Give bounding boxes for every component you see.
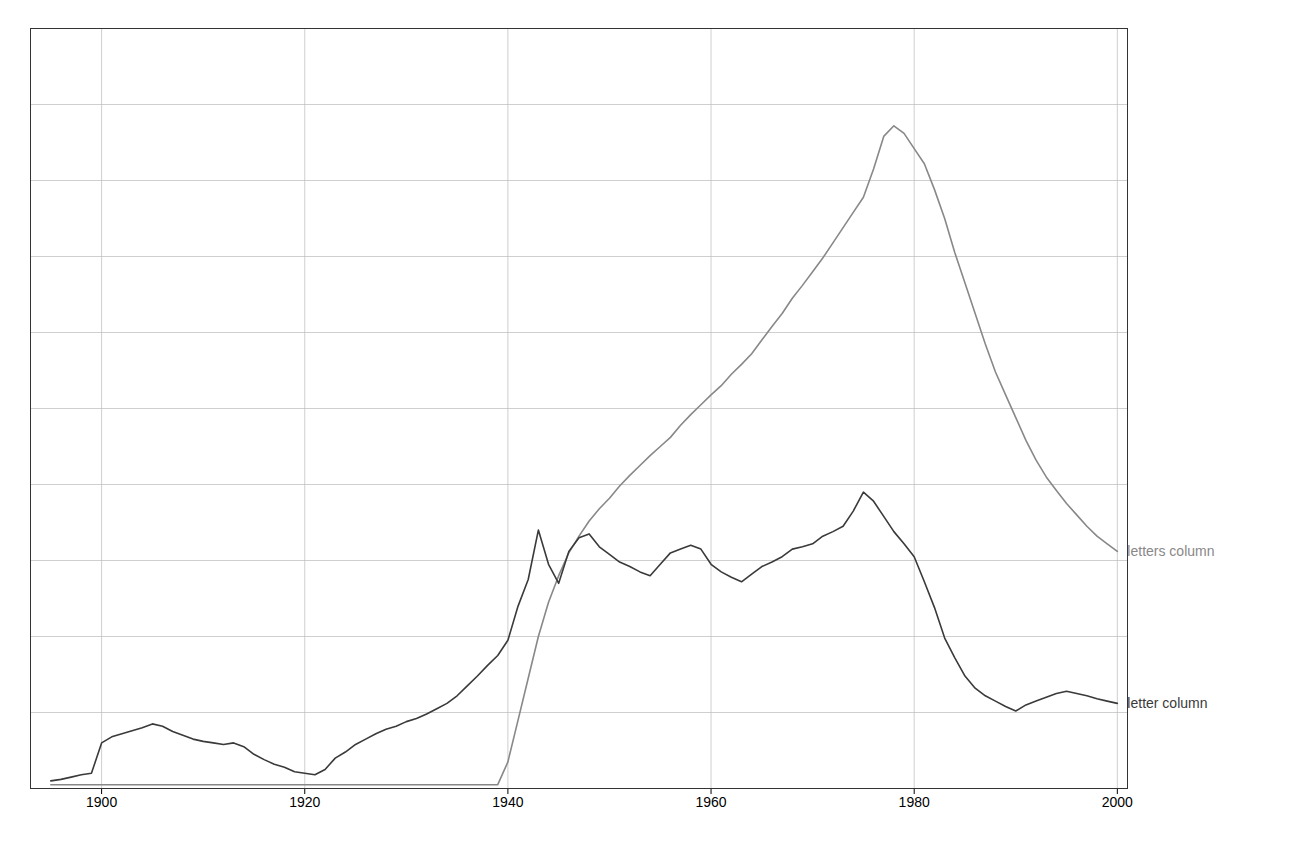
svg-text:letter column: letter column: [1127, 695, 1207, 711]
svg-text:1940: 1940: [492, 794, 523, 810]
svg-text:1980: 1980: [899, 794, 930, 810]
svg-text:letters column: letters column: [1127, 543, 1214, 559]
svg-text:1920: 1920: [289, 794, 320, 810]
svg-text:1900: 1900: [86, 794, 117, 810]
svg-text:2000: 2000: [1102, 794, 1133, 810]
svg-text:1960: 1960: [695, 794, 726, 810]
